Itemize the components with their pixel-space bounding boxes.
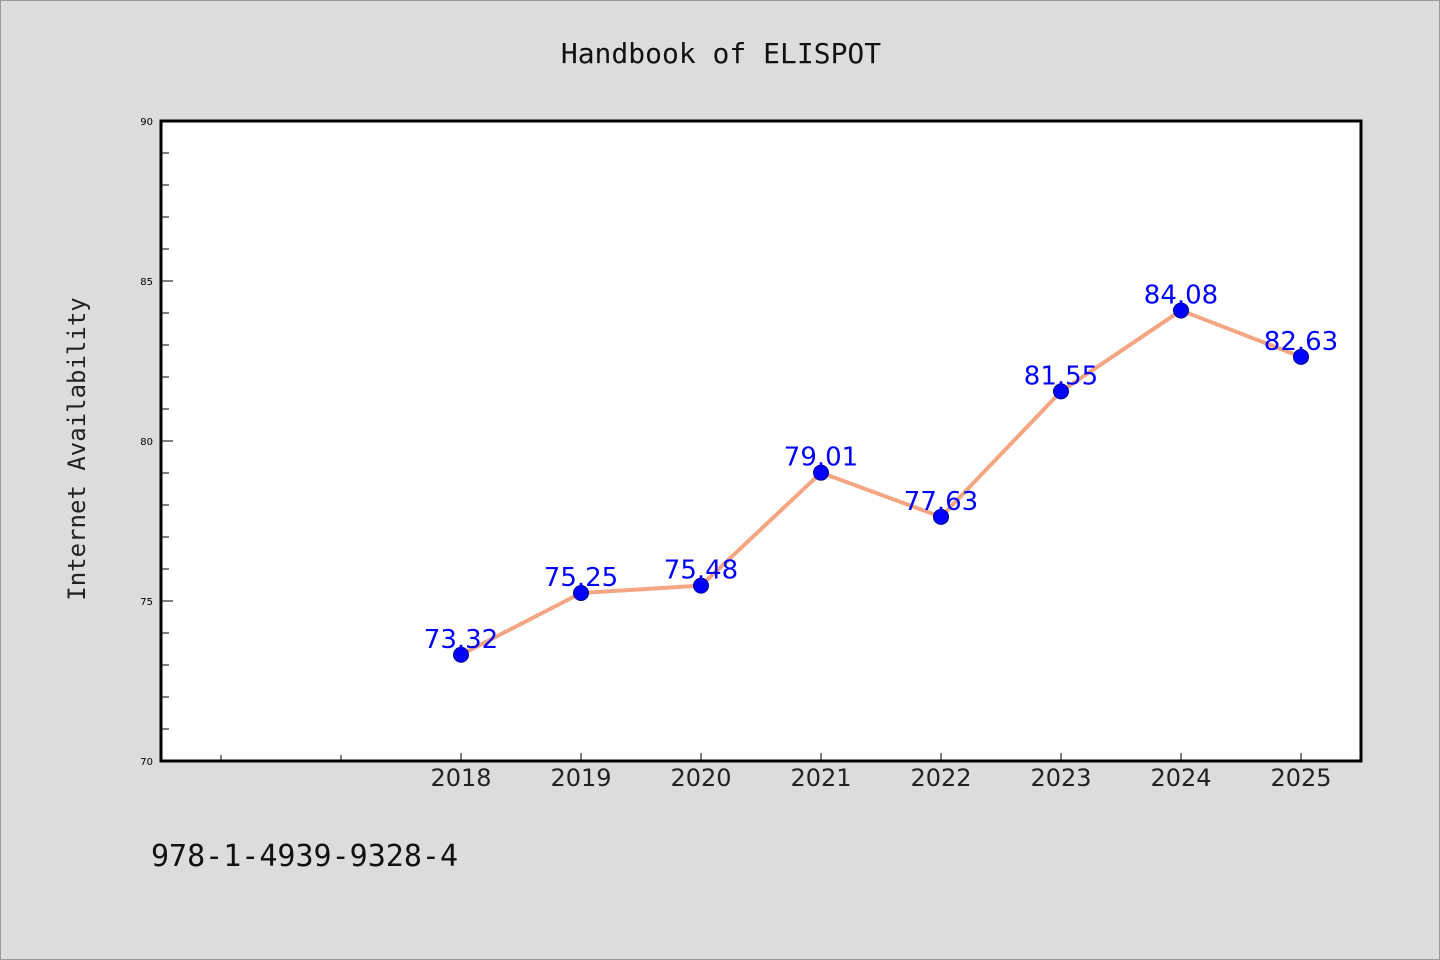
data-point — [1173, 302, 1189, 319]
x-tick-label: 2021 — [790, 764, 851, 792]
data-label: 73.32 — [424, 625, 498, 655]
x-tick-label: 2018 — [430, 764, 491, 792]
plot-area — [161, 121, 1361, 761]
x-tick-label: 2020 — [670, 764, 731, 792]
data-labels-group: 73.32 75.25 75.48 79.01 77.63 81.55 84.08 82.63 — [424, 280, 1338, 654]
data-label: 82.63 — [1264, 327, 1338, 357]
y-tick-label: 85 — [140, 277, 153, 288]
x-tick-label: 2025 — [1270, 764, 1331, 792]
y-tick-label: 90 — [140, 117, 153, 128]
x-tick-label: 2023 — [1030, 764, 1091, 792]
y-tick-label: 70 — [140, 757, 153, 768]
x-tick-label: 2022 — [910, 764, 971, 792]
data-point — [933, 508, 949, 525]
data-label: 75.25 — [544, 563, 618, 593]
data-markers-group — [453, 302, 1309, 663]
data-point — [573, 585, 589, 601]
data-point — [1053, 383, 1069, 400]
data-point — [1293, 348, 1309, 365]
series-line-group — [459, 308, 1303, 657]
data-label: 84.08 — [1144, 280, 1218, 310]
x-tick-label: 2024 — [1150, 764, 1211, 792]
data-point — [453, 646, 469, 663]
data-point — [813, 464, 829, 481]
data-label: 79.01 — [784, 443, 858, 473]
chart-title: Handbook of ELISPOT — [561, 37, 881, 70]
data-point — [693, 577, 709, 594]
x-tick-label: 2019 — [550, 764, 611, 792]
data-label: 77.63 — [904, 487, 978, 517]
isbn-footer: 978-1-4939-9328-4 — [151, 839, 458, 874]
y-axis-label: Internet Availability — [63, 297, 91, 600]
y-tick-label: 75 — [140, 597, 153, 608]
data-label: 81.55 — [1024, 361, 1098, 391]
series-line — [459, 308, 1303, 657]
y-tick-label: 80 — [140, 437, 153, 448]
data-label: 75.48 — [664, 556, 738, 586]
plot-frame — [159, 119, 1363, 763]
